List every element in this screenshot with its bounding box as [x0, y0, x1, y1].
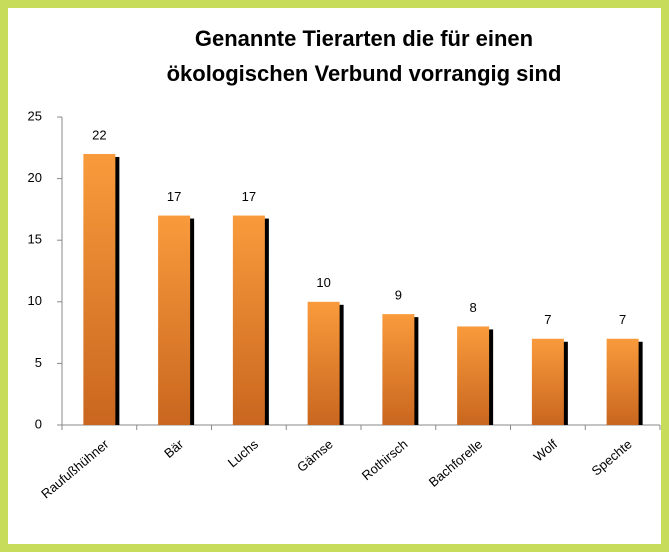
bar	[457, 326, 490, 425]
data-label: 9	[395, 288, 402, 303]
y-tick-label: 15	[28, 232, 42, 247]
bar	[232, 215, 265, 425]
data-label: 17	[242, 189, 256, 204]
chart-title: ökologischen Verbund vorrangig sind	[167, 61, 562, 86]
y-tick-label: 5	[35, 355, 42, 370]
y-tick-label: 20	[28, 170, 42, 185]
data-label: 8	[470, 300, 477, 315]
chart-title: Genannte Tierarten die für einen	[195, 26, 533, 51]
y-tick-label: 0	[35, 416, 42, 431]
bar	[158, 215, 191, 425]
bar	[307, 301, 340, 425]
data-label: 17	[167, 189, 181, 204]
bar	[606, 338, 639, 425]
bar	[531, 338, 564, 425]
y-tick-label: 25	[28, 108, 42, 123]
data-label: 7	[544, 312, 551, 327]
data-label: 7	[619, 312, 626, 327]
bar	[382, 314, 415, 425]
data-label: 10	[316, 275, 330, 290]
bar	[83, 153, 116, 425]
data-label: 22	[92, 127, 106, 142]
y-tick-label: 10	[28, 293, 42, 308]
